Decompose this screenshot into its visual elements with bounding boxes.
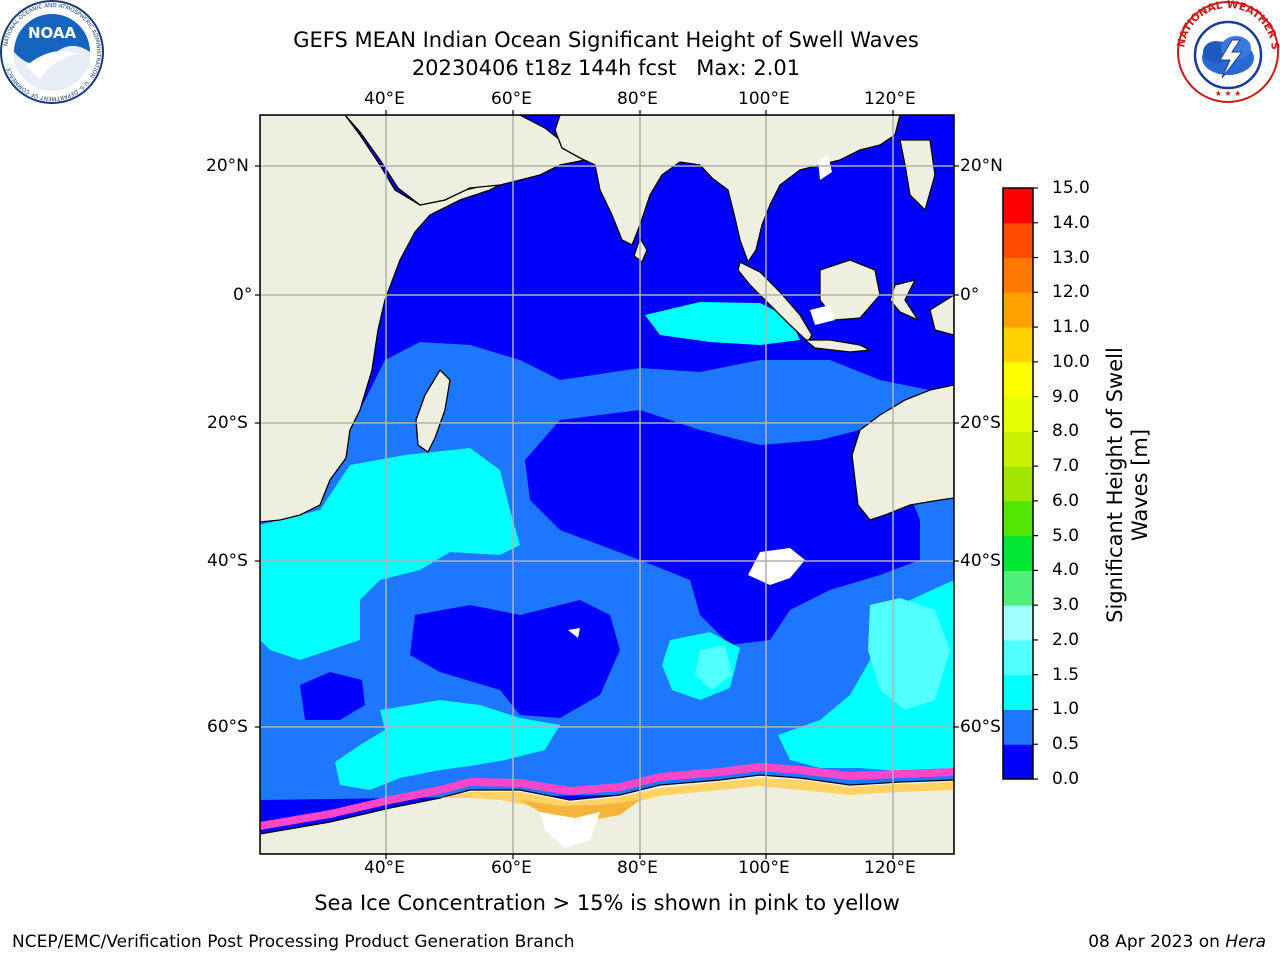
noaa-logo-text: NOAA (28, 24, 77, 42)
colorbar-tick-label: 2.0 (1052, 629, 1080, 650)
lat-tick-left-20n: 20°N (206, 156, 249, 176)
colorbar-tick-label: 12.0 (1052, 282, 1090, 303)
tick-marks (255, 110, 959, 859)
swell-band-1.5-2.0 (695, 598, 950, 710)
madagascar (415, 368, 451, 453)
colorbar-tick-label: 7.0 (1052, 456, 1080, 477)
no-data-patches (568, 155, 835, 638)
colorbar-bin-15 (1003, 222, 1033, 259)
colorbar-bin-2 (1003, 674, 1033, 710)
colorbar-bin-6 (1003, 535, 1033, 571)
colorbar-tick-label: 10.0 (1052, 351, 1090, 372)
new-guinea (929, 294, 954, 336)
colorbar-bin-4 (1003, 605, 1033, 641)
colorbar-tick-label: 1.0 (1052, 699, 1080, 720)
lon-tick-bottom-120e: 120°E (864, 858, 916, 878)
colorbar-tick-label: 9.0 (1052, 386, 1080, 407)
graticule (260, 115, 954, 854)
colorbar-tick-label: 14.0 (1052, 212, 1090, 233)
noaa-logo: NOAA NATIONAL OCEANIC AND ATMOSPHERIC AD… (0, 0, 104, 104)
java (803, 339, 873, 353)
lat-tick-left-0: 0° (233, 285, 253, 305)
footer-credit: NCEP/EMC/Verification Post Processing Pr… (12, 932, 575, 952)
map-frame (259, 114, 955, 855)
colorbar-bin-3 (1003, 639, 1033, 676)
colorbar-tick-label: 8.0 (1052, 421, 1080, 442)
colorbar-bin-13 (1003, 292, 1033, 328)
colorbar-bin-9 (1003, 431, 1033, 467)
colorbar-tick-label: 3.0 (1052, 595, 1080, 616)
chart-title: GEFS MEAN Indian Ocean Significant Heigh… (293, 28, 919, 52)
lon-tick-bottom-40e: 40°E (364, 858, 405, 878)
colorbar (1003, 187, 1038, 780)
colorbar-tick-label: 0.0 (1052, 769, 1080, 789)
colorbar-bin-11 (1003, 361, 1033, 398)
lat-tick-left-20s: 20°S (207, 413, 248, 433)
lat-tick-right-60s: 60°S (960, 717, 1001, 737)
asia (554, 115, 901, 264)
colorbar-frame (1002, 187, 1034, 780)
colorbar-tick-label: 6.0 (1052, 490, 1080, 511)
colorbar-bin-5 (1003, 570, 1033, 606)
colorbar-tick-label: 4.0 (1052, 560, 1080, 581)
svg-text:★ ★ ★: ★ ★ ★ (1215, 89, 1242, 98)
arabia (344, 115, 587, 206)
philippines (899, 139, 936, 212)
colorbar-bin-14 (1003, 257, 1033, 293)
colorbar-tick-label: 13.0 (1052, 247, 1090, 268)
colorbar-bin-7 (1003, 500, 1033, 537)
sulawesi (889, 279, 920, 322)
lat-tick-right-20n: 20°N (960, 156, 1003, 176)
colorbar-bin-10 (1003, 396, 1033, 432)
footer-date: 08 Apr 2023 on Hera (1088, 932, 1266, 952)
colorbar-tick-label: 15.0 (1052, 178, 1090, 198)
colorbar-bin-12 (1003, 327, 1033, 363)
lon-tick-top-80e: 80°E (617, 89, 658, 109)
borneo (819, 259, 881, 321)
sea-ice-band (260, 763, 954, 848)
lat-tick-left-60s: 60°S (207, 717, 248, 737)
colorbar-bin-1 (1003, 709, 1033, 745)
colorbar-tick-label: 1.5 (1052, 664, 1080, 685)
colorbar-bin-8 (1003, 466, 1033, 502)
map-plot-area (260, 115, 954, 854)
lat-tick-right-0: 0° (960, 285, 980, 305)
colorbar-tick-label: 0.5 (1052, 734, 1080, 755)
colorbar-bin-16 (1003, 188, 1033, 224)
lon-tick-top-60e: 60°E (491, 89, 532, 109)
colorbar-bin-0 (1003, 744, 1033, 780)
colorbar-tick-label: 11.0 (1052, 317, 1090, 338)
lon-tick-bottom-80e: 80°E (617, 858, 658, 878)
lat-tick-right-20s: 20°S (960, 413, 1001, 433)
sea-ice-note: Sea Ice Concentration > 15% is shown in … (314, 891, 900, 915)
colorbar-label: Significant Height of Swell Waves [m] (1103, 347, 1152, 623)
footer-machine: Hera (1225, 932, 1266, 952)
lat-tick-left-40s: 40°S (207, 551, 248, 571)
swell-band-1.0-1.5 (260, 302, 954, 790)
lon-tick-top-100e: 100°E (738, 89, 790, 109)
footer-date-text: 08 Apr 2023 on (1088, 932, 1220, 952)
nws-logo: NATIONAL WEATHER SERVICE ★ ★ ★ (1176, 0, 1280, 103)
lon-tick-bottom-100e: 100°E (738, 858, 790, 878)
chart-subtitle: 20230406 t18z 144h fcst Max: 2.01 (411, 56, 801, 80)
lon-tick-bottom-60e: 60°E (491, 858, 532, 878)
lon-tick-top-40e: 40°E (364, 89, 405, 109)
australia (851, 384, 954, 521)
lon-tick-top-120e: 120°E (864, 89, 916, 109)
colorbar-tick-label: 5.0 (1052, 525, 1080, 546)
lat-tick-right-40s: 40°S (960, 551, 1001, 571)
